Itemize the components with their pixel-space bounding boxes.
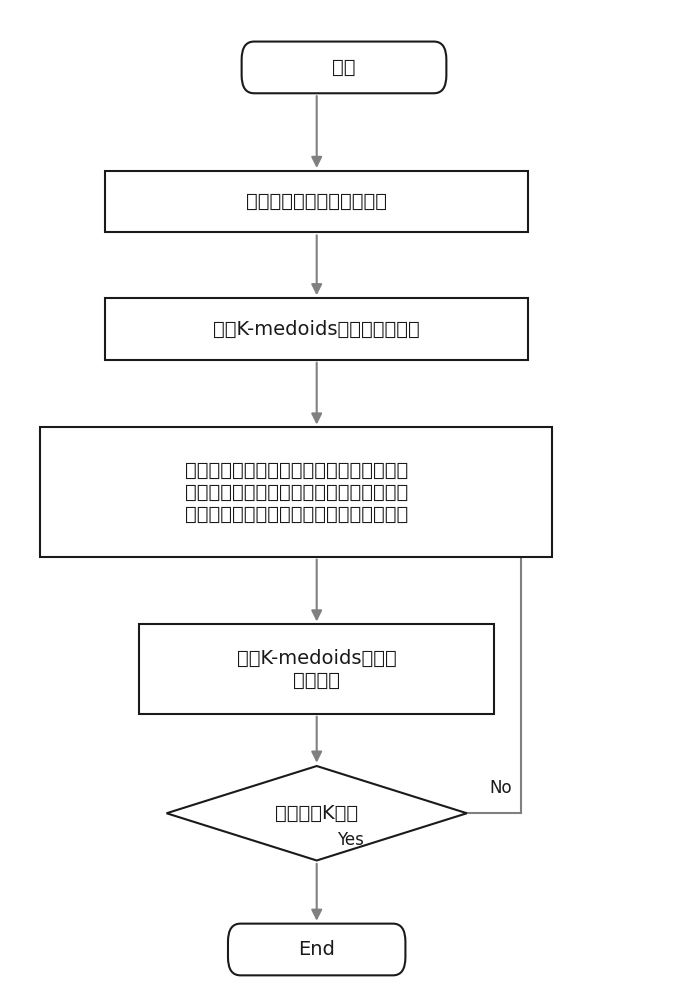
Text: 网络分成K个类: 网络分成K个类 xyxy=(275,804,358,823)
Bar xyxy=(105,171,528,232)
FancyBboxPatch shape xyxy=(241,42,447,93)
Text: 根据K-medoids算法更新中心点: 根据K-medoids算法更新中心点 xyxy=(213,319,420,338)
FancyBboxPatch shape xyxy=(228,924,405,975)
Polygon shape xyxy=(166,766,467,860)
Bar xyxy=(41,427,552,557)
Text: Yes: Yes xyxy=(337,831,364,849)
Text: 找到每个类中距离中心点最远的节点，将其
存在一个集合中，选择该集合中有所有已确
定中心点距离之和最大的点作为新的中心点: 找到每个类中距离中心点最远的节点，将其 存在一个集合中，选择该集合中有所有已确 … xyxy=(184,461,408,524)
Text: 任选一个节点为初始中心点: 任选一个节点为初始中心点 xyxy=(246,192,387,211)
Text: End: End xyxy=(299,940,335,959)
Bar xyxy=(105,298,528,360)
Text: 根据K-medoids算法更
新中心点: 根据K-medoids算法更 新中心点 xyxy=(237,649,396,690)
Text: 开始: 开始 xyxy=(332,58,356,77)
Text: No: No xyxy=(490,779,513,797)
Bar xyxy=(139,624,494,714)
